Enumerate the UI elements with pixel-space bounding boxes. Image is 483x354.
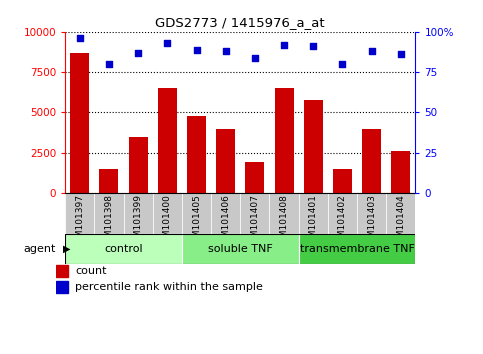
Text: GSM101408: GSM101408 bbox=[280, 194, 288, 249]
Title: GDS2773 / 1415976_a_at: GDS2773 / 1415976_a_at bbox=[156, 16, 325, 29]
Bar bbox=[357, 193, 386, 234]
Text: agent: agent bbox=[23, 244, 56, 254]
Text: GSM101402: GSM101402 bbox=[338, 194, 347, 249]
Point bbox=[222, 48, 229, 54]
Text: ▶: ▶ bbox=[63, 244, 71, 254]
Point bbox=[163, 40, 171, 46]
Bar bbox=[241, 193, 270, 234]
Bar bbox=[274, 88, 294, 193]
Bar bbox=[56, 265, 68, 277]
Point bbox=[134, 50, 142, 56]
Text: GSM101406: GSM101406 bbox=[221, 194, 230, 249]
Text: GSM101398: GSM101398 bbox=[104, 194, 114, 249]
Bar bbox=[386, 193, 415, 234]
Bar bbox=[182, 193, 211, 234]
Bar bbox=[56, 281, 68, 293]
Bar bbox=[245, 162, 264, 193]
Point bbox=[105, 61, 113, 67]
Bar bbox=[124, 193, 153, 234]
Bar bbox=[362, 129, 381, 193]
Point bbox=[76, 35, 84, 41]
Point bbox=[251, 55, 259, 61]
Text: GSM101400: GSM101400 bbox=[163, 194, 172, 249]
Text: GSM101405: GSM101405 bbox=[192, 194, 201, 249]
Bar bbox=[65, 234, 182, 264]
Bar bbox=[128, 137, 148, 193]
Point bbox=[397, 52, 405, 57]
Text: percentile rank within the sample: percentile rank within the sample bbox=[75, 282, 263, 292]
Text: GSM101399: GSM101399 bbox=[134, 194, 142, 249]
Point bbox=[368, 48, 375, 54]
Text: soluble TNF: soluble TNF bbox=[208, 244, 273, 254]
Bar bbox=[298, 234, 415, 264]
Point bbox=[310, 44, 317, 49]
Bar bbox=[158, 88, 177, 193]
Bar bbox=[153, 193, 182, 234]
Bar bbox=[304, 99, 323, 193]
Point bbox=[339, 61, 346, 67]
Text: GSM101397: GSM101397 bbox=[75, 194, 85, 249]
Bar bbox=[99, 169, 118, 193]
Bar bbox=[270, 193, 298, 234]
Text: transmembrane TNF: transmembrane TNF bbox=[299, 244, 414, 254]
Text: GSM101401: GSM101401 bbox=[309, 194, 318, 249]
Bar bbox=[65, 193, 94, 234]
Text: GSM101403: GSM101403 bbox=[367, 194, 376, 249]
Text: GSM101407: GSM101407 bbox=[250, 194, 259, 249]
Text: count: count bbox=[75, 266, 107, 276]
Bar bbox=[328, 193, 357, 234]
Point bbox=[193, 47, 200, 52]
Point bbox=[280, 42, 288, 47]
Bar bbox=[216, 129, 235, 193]
Bar bbox=[182, 234, 298, 264]
Bar bbox=[391, 151, 410, 193]
Bar bbox=[298, 193, 328, 234]
Bar bbox=[71, 53, 89, 193]
Bar bbox=[187, 116, 206, 193]
Bar bbox=[94, 193, 124, 234]
Bar bbox=[211, 193, 241, 234]
Text: GSM101404: GSM101404 bbox=[396, 194, 405, 249]
Text: control: control bbox=[104, 244, 143, 254]
Bar bbox=[333, 169, 352, 193]
